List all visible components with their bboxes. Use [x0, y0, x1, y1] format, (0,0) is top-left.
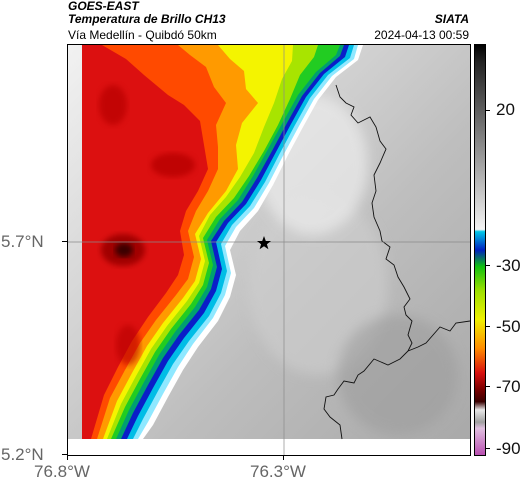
latitude-label-5-7: 5.7°N	[1, 232, 44, 251]
colorbar-label-20: 20	[496, 100, 515, 119]
temperature-colorbar	[474, 44, 486, 456]
colorbar-label-minus-50: -50	[496, 317, 521, 336]
colorbar-label-minus-90: -90	[496, 439, 521, 458]
no-data-strip	[68, 439, 470, 455]
colorbar-label-minus-70: -70	[496, 377, 521, 396]
longitude-label-76-8: 76.8°W	[34, 462, 90, 481]
longitude-label-76-3: 76.3°W	[250, 462, 306, 481]
star-icon	[257, 236, 271, 250]
cold-cloud-region	[82, 45, 363, 439]
satellite-title: GOES-EAST	[68, 0, 139, 13]
datetime-label: 2024-04-13 00:59	[374, 28, 469, 42]
boundary-lines	[323, 84, 470, 440]
latitude-label-5-2: 5.2°N	[1, 445, 44, 464]
location-label: Vía Medellín - Quibdó 50km	[68, 28, 217, 42]
product-title: Temperatura de Brillo CH13	[68, 12, 226, 26]
brightness-temperature-map	[67, 44, 471, 456]
source-label: SIATA	[434, 12, 469, 26]
colorbar-label-minus-30: -30	[496, 256, 521, 275]
